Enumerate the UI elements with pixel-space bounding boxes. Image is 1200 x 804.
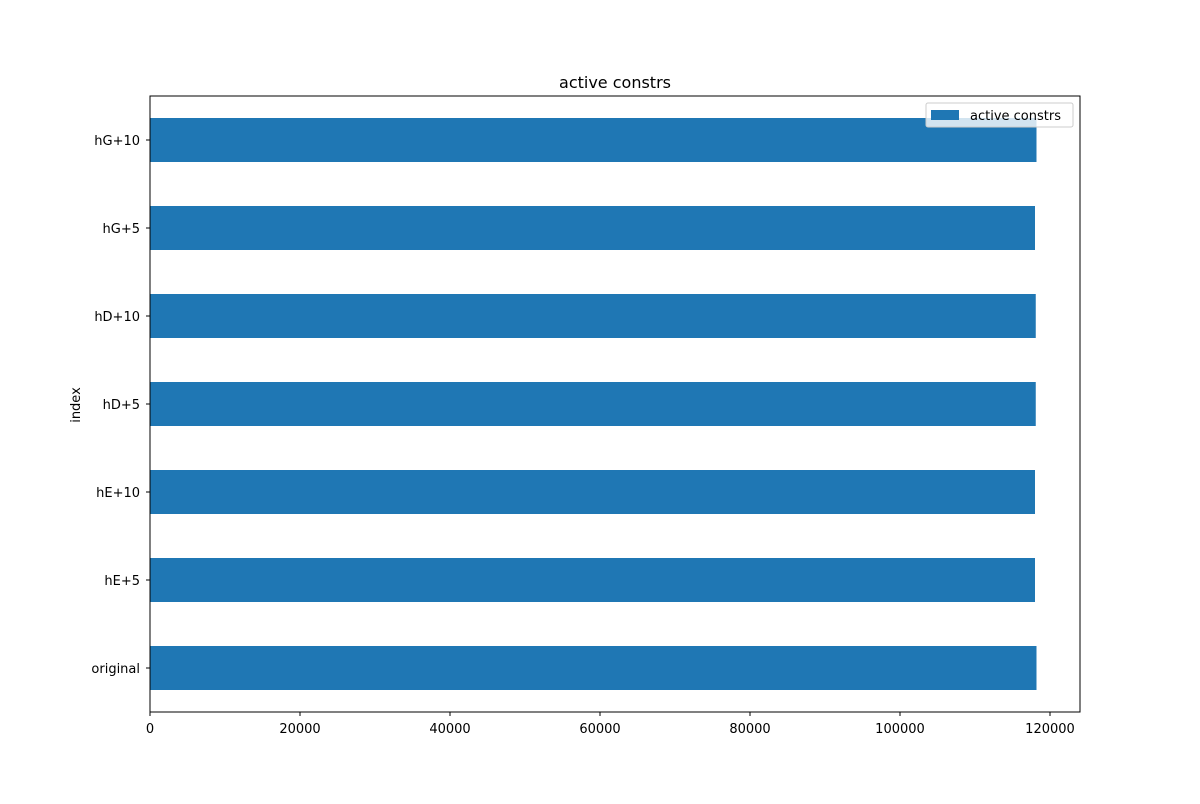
legend-box: [925, 102, 1074, 128]
bar-hG+5: [150, 206, 1035, 250]
x-tick-label: 40000: [429, 722, 470, 737]
y-tick-label: hG+10: [94, 134, 140, 149]
y-tick-label: hD+5: [103, 398, 140, 413]
x-tick-label: 60000: [579, 722, 620, 737]
y-tick-label: hG+5: [103, 222, 140, 237]
plot-frame: [149, 95, 1081, 713]
x-tick-label: 20000: [279, 722, 320, 737]
bar-original: [150, 646, 1037, 690]
bar-hD+5: [150, 382, 1036, 426]
y-axis-label: index: [69, 387, 84, 423]
x-tick-label: 0: [146, 722, 154, 737]
x-tick-label: 100000: [875, 722, 925, 737]
x-tick-label: 80000: [729, 722, 770, 737]
legend-swatch: [931, 110, 959, 120]
bar-hG+10: [150, 118, 1037, 162]
y-tick-label: hE+10: [96, 486, 140, 501]
bar-hE+5: [150, 558, 1035, 602]
bar-hE+10: [150, 470, 1035, 514]
y-tick-label: original: [91, 662, 140, 677]
bar-hD+10: [150, 294, 1036, 338]
x-tick-label: 120000: [1025, 722, 1075, 737]
chart-title: active constrs: [559, 73, 671, 92]
legend: active constrs: [925, 102, 1074, 128]
ticks-layer: original hE+5 hE+10 hD+5 hD+10 hG+5 hG+10 0 2000…: [91, 134, 1074, 737]
bars-layer: [150, 118, 1037, 690]
legend-label: active constrs: [970, 109, 1061, 124]
y-tick-label: hE+5: [104, 574, 140, 589]
y-tick-label: hD+10: [94, 310, 140, 325]
